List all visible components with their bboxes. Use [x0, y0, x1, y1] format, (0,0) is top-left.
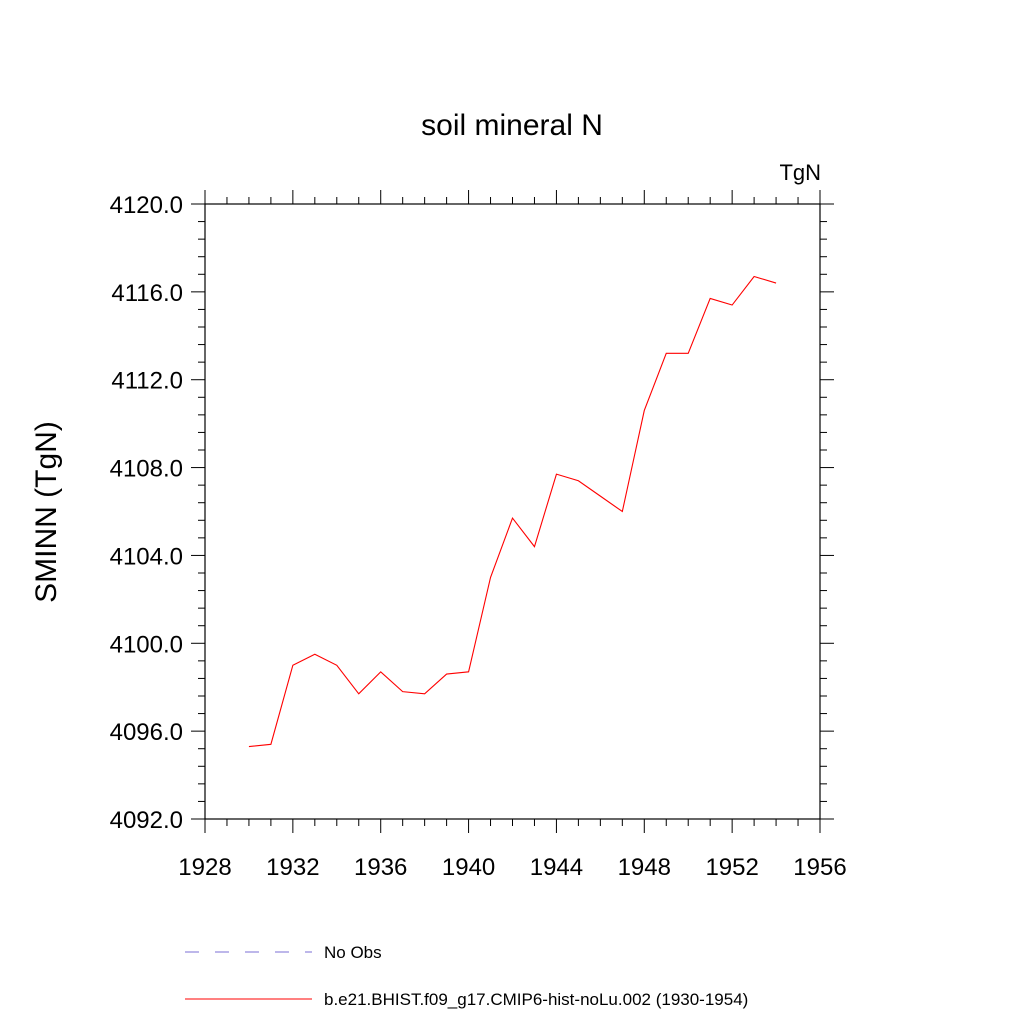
units-label: TgN	[779, 160, 821, 185]
axis-ticks	[191, 190, 834, 833]
x-tick-label: 1936	[354, 854, 407, 881]
x-tick-label: 1952	[705, 854, 758, 881]
x-tick-label: 1956	[793, 854, 846, 881]
chart-title: soil mineral N	[421, 109, 603, 142]
y-tick-label: 4092.0	[110, 807, 183, 834]
legend-label: No Obs	[324, 943, 382, 962]
y-tick-label: 4096.0	[110, 719, 183, 746]
series-line	[248, 275, 777, 748]
x-tick-label: 1940	[442, 854, 495, 881]
y-tick-label: 4112.0	[111, 368, 183, 395]
y-tick-label: 4120.0	[110, 192, 183, 219]
y-tick-label: 4104.0	[110, 543, 183, 570]
legend-label: b.e21.BHIST.f09_g17.CMIP6-hist-noLu.002 …	[324, 990, 748, 1009]
y-tick-labels: 4092.0 4096.0 4100.0 4104.0 4108.0 4112.0 4116…	[110, 192, 183, 834]
x-tick-label: 1928	[178, 854, 231, 881]
y-tick-label: 4108.0	[110, 456, 183, 483]
x-tick-labels: 1928 1932 1936 1940 1944 1948 1952 1956	[178, 854, 846, 881]
plot-frame	[204, 203, 821, 820]
y-axis-title: SMINN (TgN)	[30, 421, 63, 603]
x-tick-label: 1944	[530, 854, 583, 881]
series-layer	[248, 275, 777, 748]
x-tick-label: 1948	[618, 854, 671, 881]
y-tick-label: 4116.0	[111, 280, 183, 307]
legend: No Obs b.e21.BHIST.f09_g17.CMIP6-hist-noL…	[185, 943, 748, 1009]
y-tick-label: 4100.0	[110, 631, 183, 658]
x-tick-label: 1932	[266, 854, 319, 881]
